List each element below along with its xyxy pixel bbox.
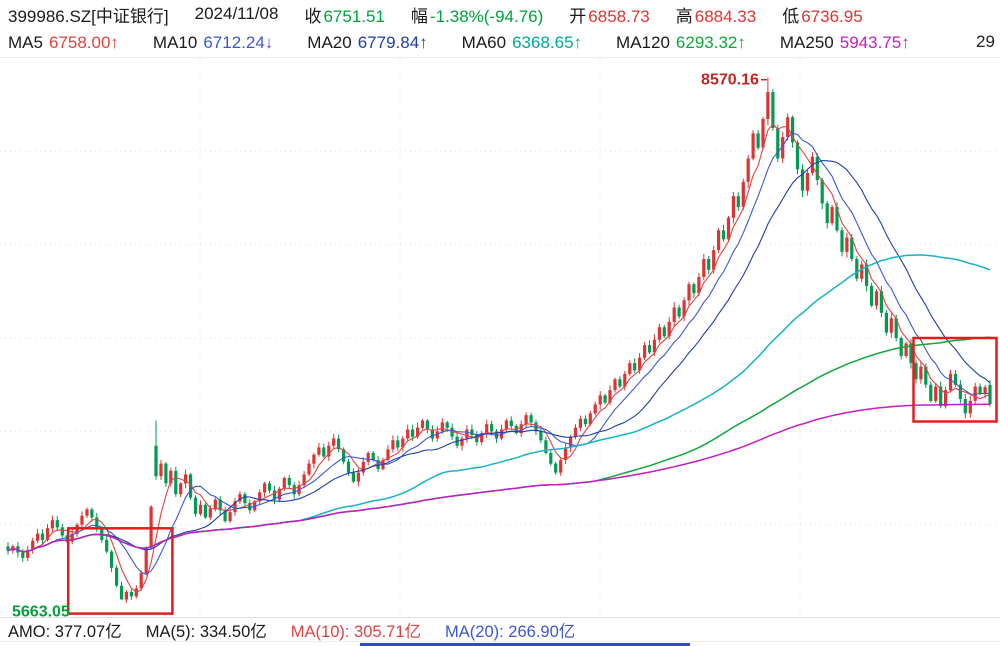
ma-indicator-ma60: MA60 6368.65↑ (461, 32, 583, 52)
low-field: 低 6736.95 (782, 6, 863, 26)
close-field: 收 6751.51 (304, 6, 385, 26)
change-value: -1.38%(-94.76) (429, 6, 544, 26)
close-value: 6751.51 (323, 6, 385, 26)
high-value: 6884.33 (694, 6, 757, 26)
high-field: 高 6884.33 (675, 6, 757, 26)
title-bar: 399986.SZ[中证银行] 2024/11/08 收 6751.51 幅 -1.… (0, 0, 1000, 28)
date-text: 2024/11/08 (194, 4, 279, 23)
truncated-indicator-text: 29 (976, 32, 995, 51)
ma20-line (7, 159, 991, 553)
ma250-line (7, 403, 990, 553)
amount-indicator-bar: AMO: 377.07亿 MA(5): 334.50亿 MA(10): 305.71… (0, 617, 1000, 641)
ma120-line (7, 336, 991, 553)
trough-price-annotation: 5663.05 (12, 604, 70, 619)
ma-indicator-ma120: MA120 6293.32↑ (616, 32, 746, 52)
amount-item-ma10: MA(10): 305.71亿 (290, 622, 422, 641)
amount-item-ma20: MA(20): 266.90亿 (445, 622, 576, 641)
ma-indicator-bar: MA5 6758.00↑ MA10 6712.24↓ MA20 6779.84↑ MA60 6… (0, 28, 1000, 57)
symbol-text: 399986.SZ[中证银行] (8, 6, 169, 26)
ma-indicator-ma20: MA20 6779.84↑ (307, 32, 428, 52)
volume-bar-fragment (360, 643, 690, 646)
ma10-line (7, 132, 991, 575)
ma5-line (7, 123, 991, 594)
ma-indicator-ma250: MA250 5943.75↑ (779, 32, 910, 52)
ma-indicator-ma5: MA5 6758.00↑ (8, 32, 119, 52)
low-value: 6736.95 (801, 6, 863, 26)
change-field: 幅 -1.38%(-94.76) (410, 6, 544, 26)
candlestick-chart[interactable]: 8570.16 5663.05 (0, 58, 1000, 618)
ma60-line (7, 254, 991, 553)
amount-item-amo: AMO: 377.07亿 (8, 622, 122, 641)
highlight-box-1 (66, 527, 174, 615)
open-value: 6858.73 (588, 6, 650, 26)
ma-indicator-ma10: MA10 6712.24↓ (152, 32, 274, 52)
amount-item-ma5: MA(5): 334.50亿 (145, 622, 267, 641)
candles (6, 77, 992, 603)
volume-pane-sliver (0, 641, 1000, 646)
chart-area[interactable]: 8570.16 5663.05 (0, 57, 1000, 618)
highlight-box-2 (912, 336, 998, 423)
open-field: 开 6858.73 (569, 6, 650, 26)
peak-price-annotation: 8570.16 (701, 72, 759, 89)
